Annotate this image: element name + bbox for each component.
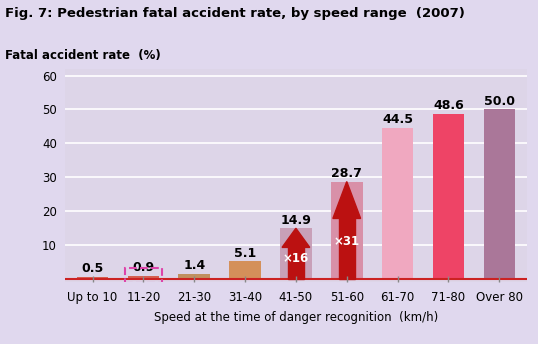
- Text: ×16: ×16: [283, 252, 309, 265]
- Text: 5.1: 5.1: [234, 247, 256, 260]
- Bar: [433, 114, 464, 279]
- Bar: [77, 277, 108, 279]
- X-axis label: Speed at the time of danger recognition  (km/h): Speed at the time of danger recognition …: [154, 311, 438, 324]
- Polygon shape: [282, 228, 310, 247]
- Bar: [288, 247, 304, 279]
- Bar: [229, 261, 261, 279]
- Text: 50.0: 50.0: [484, 95, 515, 108]
- Text: Fig. 7: Pedestrian fatal accident rate, by speed range  (2007): Fig. 7: Pedestrian fatal accident rate, …: [5, 7, 465, 20]
- Bar: [484, 109, 515, 279]
- Text: 0.5: 0.5: [81, 262, 104, 275]
- Text: 28.7: 28.7: [331, 167, 362, 180]
- Bar: [280, 228, 312, 279]
- Text: 0.9: 0.9: [132, 261, 154, 274]
- Polygon shape: [333, 182, 360, 218]
- Text: ×31: ×31: [334, 235, 360, 248]
- Bar: [331, 182, 363, 279]
- Text: 14.9: 14.9: [280, 214, 312, 227]
- Bar: [382, 128, 413, 279]
- Text: Fatal accident rate  (%): Fatal accident rate (%): [5, 49, 161, 62]
- Bar: [338, 218, 355, 279]
- Text: 44.5: 44.5: [382, 114, 413, 126]
- Bar: [128, 276, 159, 279]
- Text: 48.6: 48.6: [433, 99, 464, 112]
- Text: 1.4: 1.4: [183, 259, 206, 272]
- Bar: [179, 274, 210, 279]
